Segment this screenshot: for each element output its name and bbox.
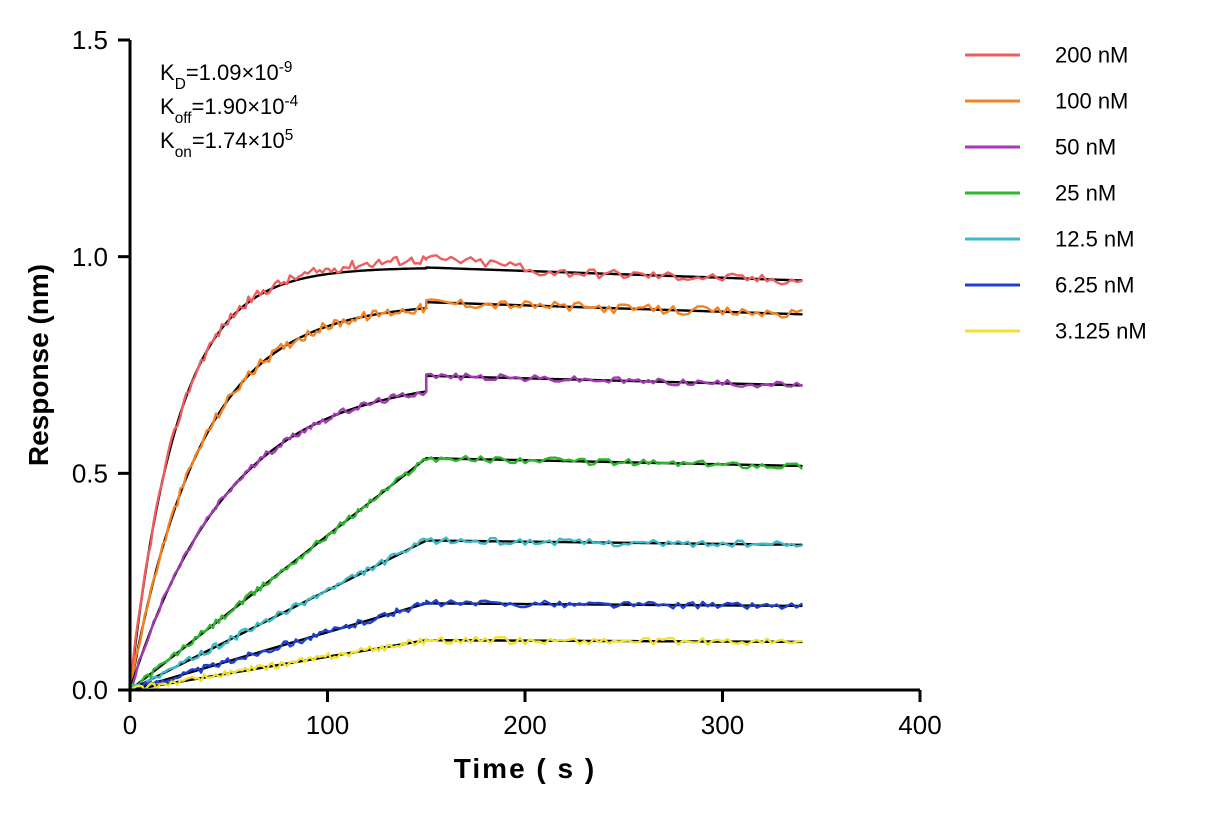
y-tick-label: 1.0 bbox=[72, 242, 108, 272]
y-tick-label: 0.0 bbox=[72, 675, 108, 705]
legend-label: 6.25 nM bbox=[1055, 273, 1135, 298]
legend-label: 3.125 nM bbox=[1055, 319, 1147, 344]
y-tick-label: 1.5 bbox=[72, 25, 108, 55]
y-tick-label: 0.5 bbox=[72, 458, 108, 488]
x-tick-label: 300 bbox=[701, 710, 744, 740]
x-axis-label: Time ( s ) bbox=[454, 753, 596, 784]
y-axis-label: Response (nm) bbox=[23, 264, 54, 466]
kinetics-chart: 0 100 200 300 400 0.0 0.5 1.0 1.5 Time ( s ) Respo… bbox=[0, 0, 1231, 825]
legend-label: 50 nM bbox=[1055, 135, 1116, 160]
x-tick-label: 0 bbox=[123, 710, 137, 740]
legend-label: 25 nM bbox=[1055, 181, 1116, 206]
legend-label: 12.5 nM bbox=[1055, 227, 1135, 252]
x-tick-label: 400 bbox=[898, 710, 941, 740]
x-tick-label: 200 bbox=[503, 710, 546, 740]
x-tick-label: 100 bbox=[306, 710, 349, 740]
chart-svg: 0 100 200 300 400 0.0 0.5 1.0 1.5 Time ( s ) Respo… bbox=[0, 0, 1231, 825]
legend-label: 100 nM bbox=[1055, 89, 1128, 114]
legend-label: 200 nM bbox=[1055, 43, 1128, 68]
